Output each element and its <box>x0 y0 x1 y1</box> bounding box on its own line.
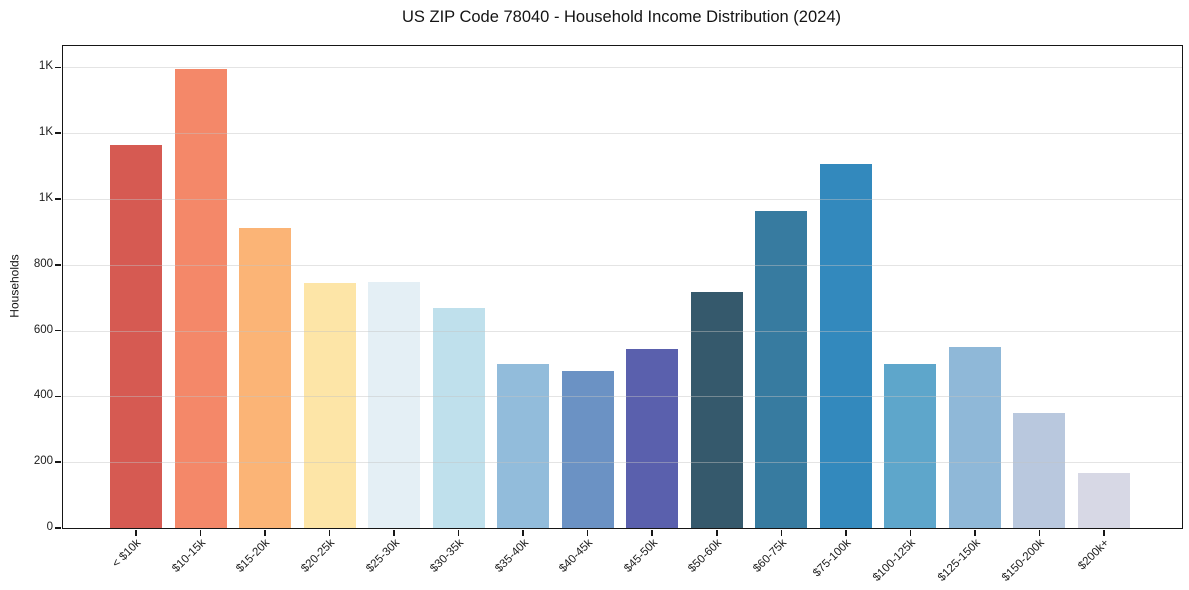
bar-$100-125k <box>884 364 937 528</box>
x-tick-mark <box>1038 530 1041 536</box>
chart-title: US ZIP Code 78040 - Household Income Dis… <box>401 8 841 26</box>
y-tick-label: 400 <box>33 389 53 402</box>
y-tick-label: 1K <box>38 191 53 204</box>
gridline-800 <box>63 264 1182 266</box>
y-tick-label: 800 <box>33 257 53 270</box>
y-tick-label: 600 <box>33 323 53 336</box>
bar-$50-60k <box>690 292 743 528</box>
y-tick-mark <box>55 66 61 69</box>
gridline-600 <box>63 330 1182 332</box>
bar-$35-40k <box>497 364 550 528</box>
x-tick-mark <box>264 530 266 536</box>
bar-$125-150k <box>948 346 1001 528</box>
y-tick-label: 1K <box>38 60 53 73</box>
x-tick-mark <box>780 530 783 536</box>
y-tick-mark <box>55 329 61 332</box>
gridline-1200 <box>63 133 1182 135</box>
x-tick-mark <box>651 530 653 536</box>
bar-$15-20k <box>239 227 292 528</box>
y-tick-label: 1K <box>38 126 53 139</box>
y-tick-label: 0 <box>46 521 53 533</box>
gridline-1400 <box>63 67 1182 69</box>
x-tick-label: $200k+ <box>1076 537 1112 573</box>
bar-$60-75k <box>755 210 808 528</box>
bar-$20-25k <box>303 282 356 528</box>
x-tick-mark <box>974 530 976 536</box>
y-tick-mark <box>55 395 61 398</box>
bar-$45-50k <box>626 349 679 528</box>
x-tick-mark <box>393 530 395 536</box>
bar-$30-35k <box>432 307 485 528</box>
y-tick-mark <box>55 527 61 529</box>
y-tick-mark <box>55 198 61 200</box>
x-tick-mark <box>909 530 912 536</box>
bar-< $10k <box>110 144 162 528</box>
bar-$75-100k <box>819 164 872 528</box>
gridline-400 <box>63 396 1182 398</box>
plot-area <box>55 45 1183 536</box>
bar-$40-45k <box>561 370 614 528</box>
bar-$200k+ <box>1077 473 1130 528</box>
bar-$150-200k <box>1013 412 1066 528</box>
x-tick-mark <box>586 530 589 536</box>
bar-$25-30k <box>368 281 421 528</box>
bar-$10-15k <box>174 69 227 528</box>
x-tick-mark <box>1103 530 1105 536</box>
y-tick-mark <box>55 264 61 266</box>
y-tick-mark <box>55 461 61 463</box>
x-tick-mark <box>199 530 202 536</box>
x-tick-mark <box>522 530 524 536</box>
x-tick-mark <box>457 530 460 536</box>
x-tick-mark <box>328 530 331 536</box>
y-tick-label: 200 <box>33 455 53 468</box>
x-tick-mark <box>716 530 718 536</box>
x-tick-mark <box>845 530 847 536</box>
gridline-1000 <box>63 198 1182 200</box>
y-tick-mark <box>55 132 61 134</box>
x-tick-mark <box>135 530 137 536</box>
